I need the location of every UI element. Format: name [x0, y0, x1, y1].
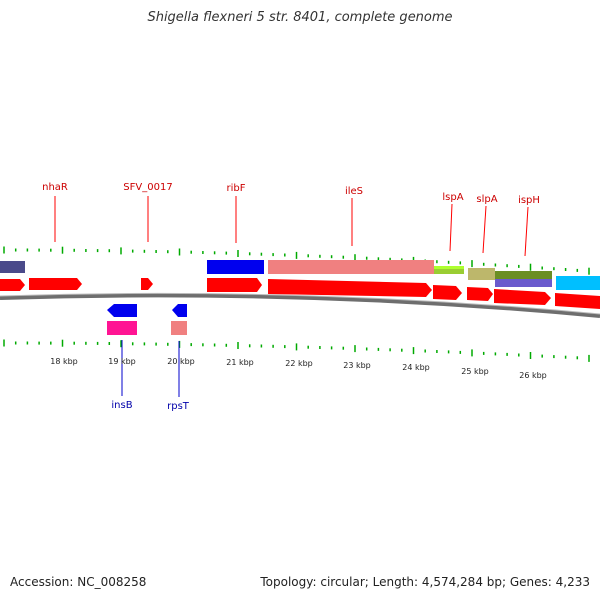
- feature-bar-lspA: [434, 266, 464, 274]
- feature-bar-ispH-green: [495, 271, 552, 279]
- genome-backbone: [0, 293, 600, 318]
- axis-tick-label-23kbp: 23 kbp: [343, 361, 371, 370]
- leader-lspA: [449, 203, 453, 252]
- gene-arrow-fwd-slpA: [467, 287, 493, 301]
- gene-arrow-rev-insB: [107, 304, 137, 317]
- leader-slpA: [482, 205, 487, 254]
- gene-label-nhaR: nhaR: [42, 182, 68, 193]
- gene-label-SFV_0017: SFV_0017: [123, 182, 172, 193]
- axis-tick-label-25kbp: 25 kbp: [461, 367, 489, 376]
- axis-tick-label-21kbp: 21 kbp: [226, 358, 254, 367]
- gene-arrow-fwd-SFV: [141, 278, 153, 290]
- axis-tick-label-20kbp: 20 kbp: [167, 357, 195, 366]
- feature-bar-slpA: [468, 268, 495, 280]
- upper-tick-row: [3, 246, 590, 275]
- gene-arrow-fwd-ribF: [207, 278, 262, 292]
- feature-bar-ileS: [268, 260, 434, 274]
- axis-tick-label-18kbp: 18 kbp: [50, 357, 78, 366]
- gene-label-ribF: ribF: [227, 183, 246, 194]
- gene-label-insB: insB: [111, 400, 132, 411]
- axis-tick-label-26kbp: 26 kbp: [519, 371, 547, 380]
- axis-tick-label-19kbp: 19 kbp: [108, 357, 136, 366]
- genome-title: Shigella flexneri 5 str. 8401, complete …: [147, 10, 453, 25]
- feature-bar-insB: [107, 321, 137, 335]
- gene-arrow-fwd-1: [0, 279, 25, 291]
- gene-arrow-fwd-right: [555, 293, 600, 309]
- gene-label-ileS: ileS: [345, 186, 363, 197]
- feature-bar-left: [0, 261, 25, 273]
- gene-label-lspA: lspA: [442, 192, 463, 203]
- feature-bar-ribF: [207, 260, 264, 274]
- gene-arrow-fwd-lspA: [433, 285, 462, 300]
- gene-label-slpA: slpA: [476, 194, 497, 205]
- feature-bar-ispH-purple: [495, 279, 552, 287]
- gene-label-rpsT: rpsT: [167, 401, 190, 412]
- feature-bar-right: [556, 276, 600, 290]
- gene-arrow-fwd-ispH: [494, 289, 551, 305]
- axis-tick-label-22kbp: 22 kbp: [285, 359, 313, 368]
- genome-summary-text: Topology: circular; Length: 4,574,284 bp…: [260, 575, 590, 589]
- accession-text: Accession: NC_008258: [10, 575, 147, 589]
- gene-label-ispH: ispH: [518, 195, 540, 206]
- leader-ispH: [524, 206, 529, 257]
- feature-bar-rpsT: [171, 321, 187, 335]
- genome-backbone-highlight: [0, 292, 600, 315]
- gene-arrow-fwd-nhaR: [29, 278, 82, 290]
- gene-arrow-rev-rpsT: [172, 304, 187, 317]
- feature-bar-lspA-top: [434, 266, 464, 269]
- gene-arrow-fwd-ileS: [268, 279, 432, 297]
- axis-tick-label-24kbp: 24 kbp: [402, 363, 430, 372]
